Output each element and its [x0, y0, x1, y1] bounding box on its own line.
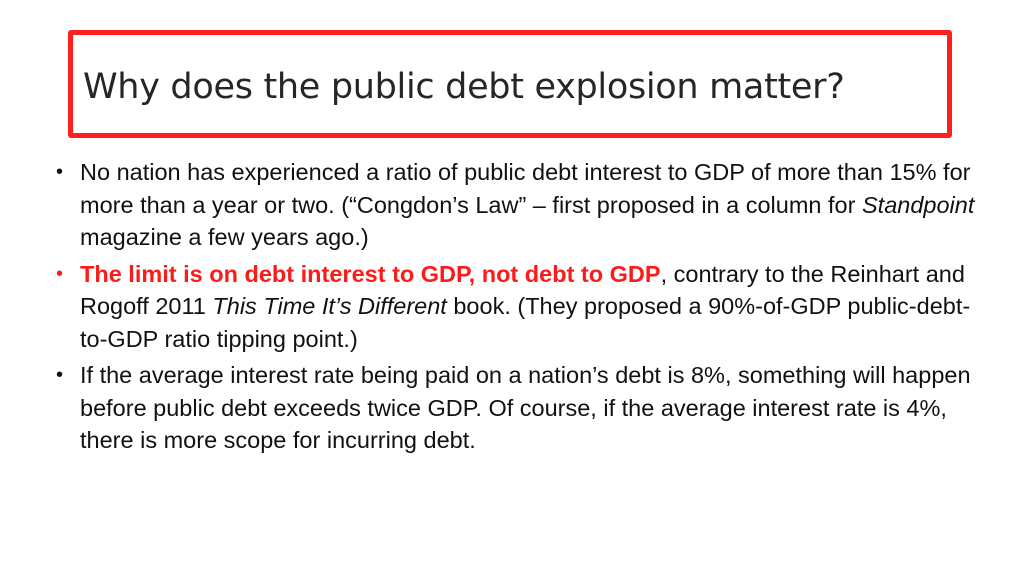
bullet-text: No nation has experienced a ratio of pub… [80, 159, 971, 218]
bullet-italic-text: Standpoint [861, 191, 975, 218]
bullet-item-interest-rate: • If the average interest rate being paid… [56, 359, 976, 457]
bullet-item-limit: • The limit is on debt interest to GDP, n… [56, 258, 976, 356]
bullet-list: • No nation has experienced a ratio of pu… [56, 156, 976, 461]
bullet-text: book. (They proposed a 90%-of-GDP public… [80, 293, 971, 352]
bullet-dot-icon: • [56, 262, 64, 285]
bullet-text: If the average interest rate being paid … [80, 362, 971, 453]
bullet-highlight-text: The limit is on debt interest to GDP, no… [80, 260, 661, 287]
bullet-dot-icon: • [56, 161, 64, 183]
bullet-text: magazine a few years ago.) [80, 224, 369, 250]
title-frame: Why does the public debt explosion matte… [68, 30, 952, 138]
slide-title: Why does the public debt explosion matte… [83, 67, 845, 107]
bullet-item-congdons-law: • No nation has experienced a ratio of pu… [56, 156, 976, 254]
bullet-dot-icon: • [56, 364, 64, 386]
bullet-italic-text: This Time It’s Different [212, 293, 447, 319]
bullet-text: , contrary to the Reinhart and Rogoff 20… [80, 260, 965, 320]
